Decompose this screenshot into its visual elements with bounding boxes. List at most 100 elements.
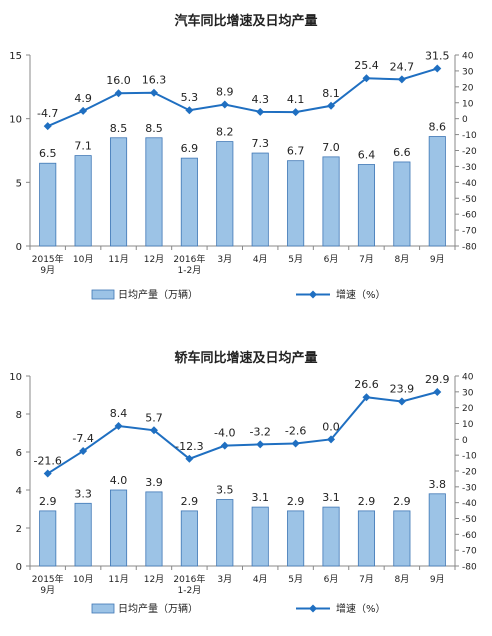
line-point — [397, 397, 406, 406]
right-tick-label: -30 — [462, 483, 477, 493]
bar-data-label: 7.0 — [322, 141, 340, 154]
line-data-label: 5.7 — [145, 411, 163, 424]
line-data-label: -7.4 — [72, 432, 93, 445]
bar — [216, 499, 234, 567]
category-label: 2015年 9月 — [32, 253, 64, 276]
category-label: 4月 — [253, 254, 268, 265]
line-point — [79, 106, 88, 115]
bar-data-label: 3.9 — [145, 476, 163, 489]
left-tick-label: 0 — [16, 562, 22, 573]
bar-data-label: 8.5 — [110, 122, 128, 135]
right-tick-label: 40 — [462, 373, 474, 383]
bar — [287, 510, 305, 567]
line-data-label: 16.0 — [106, 74, 131, 87]
category-label: 2016年 1-2月 — [173, 253, 205, 276]
line-point — [185, 454, 194, 463]
left-tick-label: 10 — [9, 372, 22, 383]
bar — [357, 164, 376, 247]
chart-1: 汽车同比增速及日均产量 0 5 10 15 40 30 20 10 0 -10 -20 -30 -40 -5… — [9, 13, 477, 301]
category-label: 2016年 1-2月 — [173, 573, 205, 596]
bar-data-label: 3.8 — [429, 478, 447, 491]
bar — [145, 491, 163, 567]
right-tick-label: 30 — [462, 388, 474, 398]
line-data-label: 29.9 — [425, 373, 450, 386]
line-data-label: 26.6 — [354, 378, 379, 391]
bar — [251, 506, 269, 567]
legend-bar-swatch — [91, 603, 115, 614]
line-point — [256, 107, 265, 116]
category-label: 2015年 9月 — [32, 573, 64, 596]
bar — [357, 510, 376, 567]
legend-line-label: 增速（%） — [336, 288, 386, 301]
bar — [251, 152, 269, 247]
bar — [109, 489, 128, 567]
line-data-label: 8.1 — [322, 87, 340, 100]
left-tick-label: 5 — [16, 178, 22, 189]
line-point — [43, 122, 52, 131]
category-label: 7月 — [359, 254, 374, 265]
growth-line — [47, 67, 438, 128]
category-label: 12月 — [144, 254, 164, 265]
bar-data-label: 3.3 — [74, 487, 92, 500]
right-tick-label: 10 — [462, 420, 474, 430]
line-data-label: -21.6 — [33, 455, 61, 468]
right-tick-label: -50 — [462, 195, 477, 205]
bar — [39, 510, 57, 567]
chart-2: 轿车同比增速及日均产量 0 2 4 6 8 10 40 30 20 10 0 -10 -20 -30 -40 -… — [9, 350, 477, 615]
bar — [322, 506, 340, 567]
line-point — [149, 88, 158, 97]
line-data-label: 5.3 — [181, 91, 199, 104]
line-data-label: -4.7 — [37, 107, 58, 120]
bar-data-label: 2.9 — [39, 495, 57, 508]
line-point — [362, 74, 371, 83]
right-tick-label: -40 — [462, 499, 477, 509]
line-point — [79, 447, 88, 456]
line-point — [114, 89, 123, 98]
line-point — [43, 469, 52, 478]
right-tick-label: -60 — [462, 211, 477, 221]
line-point — [291, 439, 300, 448]
line-data-label: 8.9 — [216, 86, 234, 99]
left-tick-label: 8 — [16, 410, 22, 421]
category-label: 10月 — [73, 254, 93, 265]
right-tick-label: 40 — [462, 52, 474, 62]
category-label: 12月 — [144, 574, 164, 585]
right-tick-label: 0 — [462, 115, 468, 125]
bar-data-label: 6.6 — [393, 146, 411, 159]
bar-data-label: 3.1 — [322, 491, 340, 504]
bar-data-label: 4.0 — [110, 474, 128, 487]
line-data-label: 25.4 — [354, 59, 379, 72]
line-point — [397, 75, 406, 84]
right-tick-label: -20 — [462, 468, 477, 478]
bar-data-label: 7.1 — [74, 140, 92, 153]
bar — [180, 510, 198, 567]
right-tick-label: -70 — [462, 227, 477, 237]
bar-data-label: 2.9 — [181, 495, 199, 508]
legend-line-marker — [309, 604, 317, 613]
left-tick-label: 0 — [16, 242, 22, 253]
bar-data-label: 6.5 — [39, 147, 57, 160]
bar — [74, 155, 92, 247]
bar-data-label: 3.1 — [251, 491, 269, 504]
right-tick-label: -50 — [462, 515, 477, 525]
bar-data-label: 2.9 — [358, 495, 376, 508]
category-label: 3月 — [217, 254, 232, 265]
line-data-label: 4.1 — [287, 93, 305, 106]
line-data-label: -4.0 — [214, 427, 235, 440]
line-data-label: 0.0 — [322, 420, 340, 433]
bar-data-label: 8.5 — [145, 122, 163, 135]
category-label: 10月 — [73, 574, 93, 585]
category-label: 9月 — [430, 254, 445, 265]
legend-line-label: 增速（%） — [336, 602, 386, 615]
line-point — [220, 100, 229, 109]
category-label: 9月 — [430, 574, 445, 585]
category-label: 7月 — [359, 574, 374, 585]
category-label: 11月 — [108, 574, 128, 585]
bar-data-label: 6.4 — [358, 149, 376, 162]
right-tick-label: 30 — [462, 67, 474, 77]
line-point — [433, 64, 442, 73]
line-data-label: 8.4 — [110, 407, 128, 420]
line-data-label: 16.3 — [142, 74, 167, 87]
right-tick-label: -10 — [462, 452, 477, 462]
